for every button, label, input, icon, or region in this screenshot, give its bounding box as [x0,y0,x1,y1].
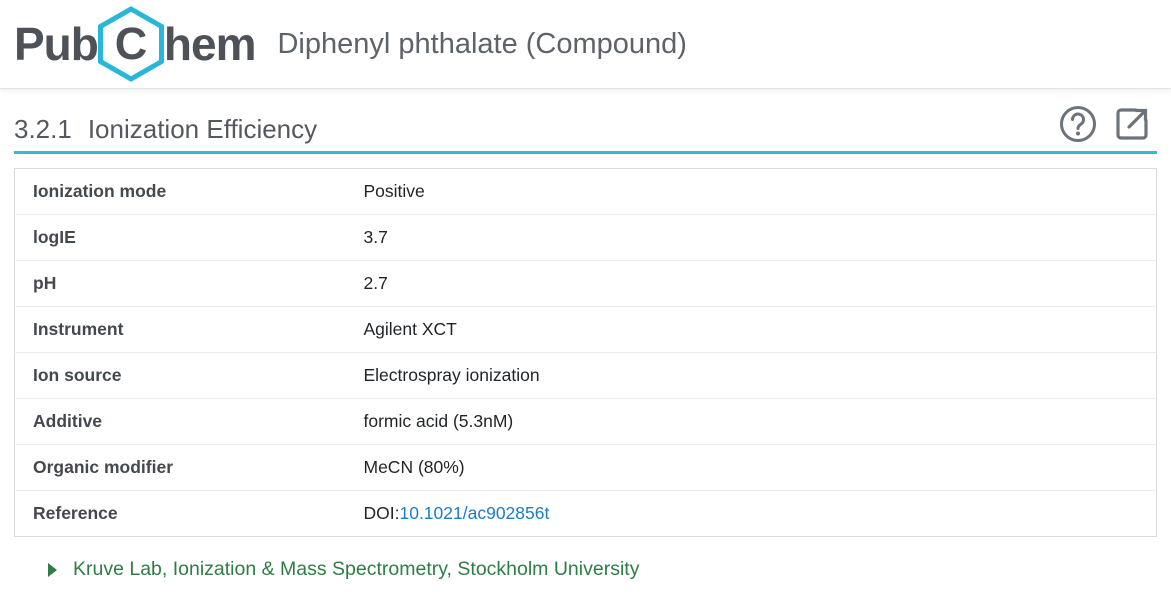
source-link[interactable]: Kruve Lab, Ionization & Mass Spectrometr… [48,558,639,581]
logo-text-hem: hem [163,18,257,70]
row-value: DOI:10.1021/ac902856t [345,490,1157,537]
row-value: Agilent XCT [345,306,1157,353]
table-row: Organic modifier MeCN (80%) [14,444,1157,491]
external-link-icon[interactable] [1113,105,1151,143]
disclosure-triangle-icon [48,562,57,577]
source-row: Kruve Lab, Ionization & Mass Spectrometr… [48,558,1157,581]
doi-prefix: DOI: [363,503,400,523]
row-value: 3.7 [345,214,1157,261]
section-heading: 3.2.1 Ionization Efficiency [14,114,317,145]
source-label: Kruve Lab, Ionization & Mass Spectrometr… [73,558,640,580]
table-row: logIE 3.7 [14,214,1157,261]
svg-text:C: C [115,18,148,69]
table-row: Reference DOI:10.1021/ac902856t [14,490,1157,537]
row-label: Ionization mode [33,181,167,201]
table-row: Ion source Electrospray ionization [14,352,1157,399]
pubchem-logo[interactable]: Pub C hem [14,4,257,84]
row-label: Organic modifier [14,444,346,491]
hexagon-benzene-icon: C [92,4,170,84]
page-title: Diphenyl phthalate (Compound) [277,27,687,60]
table-row: Instrument Agilent XCT [14,306,1157,353]
help-icon[interactable] [1059,105,1097,143]
section-title: Ionization Efficiency [87,114,318,144]
table-row: Ionization mode Positive [15,169,1157,215]
row-label: Additive [14,398,346,445]
table-row: pH 2.7 [14,260,1157,307]
logo-text-pub: Pub [14,18,99,70]
row-label: Reference [14,490,346,537]
row-label: Ion source [14,352,346,399]
section-icons [1059,105,1157,145]
row-label: logIE [14,214,346,261]
row-value: formic acid (5.3nM) [345,398,1157,445]
ionization-efficiency-table: Ionization mode Positive logIE 3.7 pH 2.… [14,168,1157,537]
table-row: Additive formic acid (5.3nM) [14,398,1157,445]
row-value: Electrospray ionization [345,352,1157,399]
section-number: 3.2.1 [14,114,72,144]
row-label: Instrument [14,306,346,353]
row-value: MeCN (80%) [345,444,1157,491]
row-label: pH [14,260,346,307]
row-value: 2.7 [345,260,1157,307]
app-header: Pub C hem Diphenyl phthalate (Compound) [0,0,1171,89]
doi-link[interactable]: 10.1021/ac902856t [399,503,550,523]
row-value: Positive [363,181,425,201]
section-heading-bar: 3.2.1 Ionization Efficiency [14,89,1157,154]
